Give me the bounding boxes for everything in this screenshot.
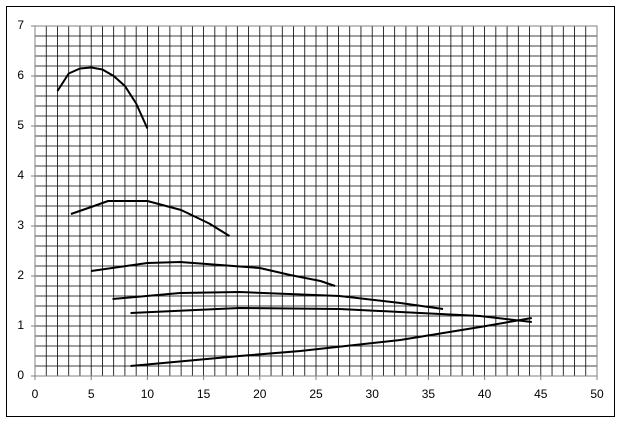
y-tick-label: 4 [17, 168, 24, 182]
x-tick-label: 0 [32, 387, 39, 401]
chart-frame [6, 6, 615, 417]
x-tick-label: 35 [422, 387, 436, 401]
series-line [130, 307, 532, 323]
series-line [112, 291, 444, 310]
x-tick-label: 10 [141, 387, 155, 401]
series-line [91, 261, 336, 287]
y-tick-label: 6 [17, 68, 24, 82]
series-line [70, 200, 230, 237]
x-tick-label: 15 [197, 387, 211, 401]
x-tick-label: 5 [88, 387, 95, 401]
series-line [130, 317, 532, 367]
x-tick-label: 50 [590, 387, 604, 401]
y-tick-label: 5 [17, 118, 24, 132]
y-tick-label: 1 [17, 318, 24, 332]
y-tick-label: 0 [17, 368, 24, 382]
x-tick-label: 20 [253, 387, 267, 401]
x-tick-label: 40 [478, 387, 492, 401]
x-tick-label: 45 [534, 387, 548, 401]
y-tick-label: 7 [17, 18, 24, 32]
x-tick-label: 25 [309, 387, 323, 401]
y-tick-label: 3 [17, 218, 24, 232]
series-line [56, 66, 149, 129]
y-tick-label: 2 [17, 268, 24, 282]
x-tick-label: 30 [366, 387, 380, 401]
